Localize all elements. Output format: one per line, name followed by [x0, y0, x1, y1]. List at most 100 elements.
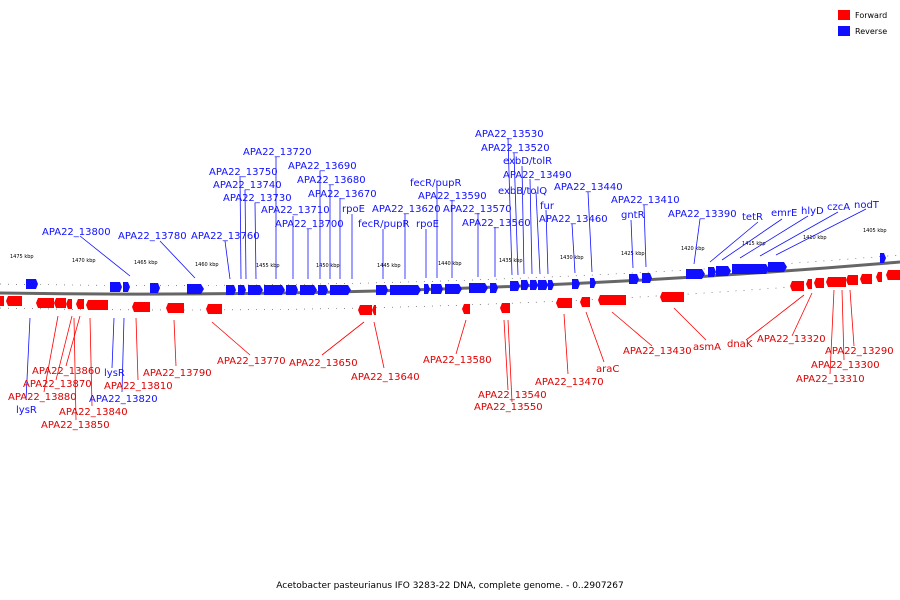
gene-arrow[interactable] [358, 305, 372, 315]
gene-arrow[interactable] [300, 285, 317, 295]
gene-arrow[interactable] [86, 300, 108, 310]
gene-label[interactable]: asmA [693, 342, 721, 353]
gene-label[interactable]: APA22_13320 [757, 334, 826, 345]
gene-label[interactable]: nodT [854, 200, 880, 211]
gene-label[interactable]: tetR [742, 212, 763, 223]
gene-arrow[interactable] [166, 303, 184, 313]
gene-label[interactable]: APA22_13680 [297, 175, 366, 186]
gene-label[interactable]: APA22_13300 [811, 360, 880, 371]
gene-arrow[interactable] [431, 284, 443, 294]
gene-label[interactable]: APA22_13620 [372, 204, 441, 215]
gene-label[interactable]: APA22_13700 [275, 219, 344, 230]
gene-arrow[interactable] [206, 304, 222, 314]
gene-label[interactable]: gntR [621, 210, 645, 221]
gene-label[interactable]: APA22_13780 [118, 231, 187, 242]
gene-arrow[interactable] [708, 267, 716, 277]
gene-label[interactable]: APA22_13390 [668, 209, 737, 220]
gene-arrow[interactable] [150, 283, 160, 293]
gene-arrow[interactable] [187, 284, 204, 294]
gene-arrow[interactable] [521, 280, 529, 290]
gene-arrow[interactable] [238, 285, 246, 295]
gene-label[interactable]: fecR/pupR [410, 178, 462, 189]
gene-arrow[interactable] [660, 292, 684, 302]
gene-arrow[interactable] [732, 264, 769, 274]
gene-label[interactable]: APA22_13580 [423, 355, 492, 366]
gene-label[interactable]: APA22_13590 [418, 191, 487, 202]
gene-label[interactable]: araC [596, 364, 619, 375]
gene-arrow[interactable] [572, 279, 580, 289]
gene-label[interactable]: czcA [827, 202, 850, 213]
gene-arrow[interactable] [490, 283, 498, 293]
gene-label[interactable]: APA22_13540 [478, 390, 547, 401]
gene-label[interactable]: APA22_13880 [8, 392, 77, 403]
gene-arrow[interactable] [806, 279, 812, 289]
gene-label[interactable]: APA22_13790 [143, 368, 212, 379]
gene-label[interactable]: lysR [16, 405, 37, 416]
gene-arrow[interactable] [66, 299, 72, 309]
gene-arrow[interactable] [538, 280, 548, 290]
gene-arrow[interactable] [445, 284, 462, 294]
gene-label[interactable]: APA22_13460 [539, 214, 608, 225]
gene-label[interactable]: APA22_13560 [462, 218, 531, 229]
gene-arrow[interactable] [110, 282, 122, 292]
gene-arrow[interactable] [390, 285, 421, 295]
gene-label[interactable]: APA22_13720 [243, 147, 312, 158]
gene-arrow[interactable] [462, 304, 470, 314]
gene-label[interactable]: APA22_13290 [825, 346, 894, 357]
gene-arrow[interactable] [860, 274, 872, 284]
gene-arrow[interactable] [226, 285, 236, 295]
gene-arrow[interactable] [26, 279, 38, 289]
gene-label[interactable]: fur [540, 201, 555, 212]
gene-arrow[interactable] [123, 282, 130, 292]
gene-arrow[interactable] [54, 298, 66, 308]
gene-label[interactable]: APA22_13770 [217, 356, 286, 367]
gene-arrow[interactable] [580, 297, 590, 307]
gene-label[interactable]: dnaK [727, 339, 753, 350]
gene-label[interactable]: APA22_13440 [554, 182, 623, 193]
gene-arrow[interactable] [814, 278, 824, 288]
gene-label[interactable]: APA22_13410 [611, 195, 680, 206]
gene-arrow[interactable] [826, 277, 846, 287]
gene-label[interactable]: APA22_13840 [59, 407, 128, 418]
gene-arrow[interactable] [500, 303, 506, 313]
gene-arrow[interactable] [686, 269, 705, 279]
gene-label[interactable]: rpoE [342, 204, 365, 215]
gene-label[interactable]: APA22_13640 [351, 372, 420, 383]
gene-arrow[interactable] [376, 285, 388, 295]
gene-label[interactable]: APA22_13870 [23, 379, 92, 390]
gene-arrow[interactable] [76, 299, 84, 309]
gene-arrow[interactable] [372, 305, 376, 315]
gene-arrow[interactable] [264, 285, 285, 295]
gene-arrow[interactable] [880, 253, 886, 263]
gene-arrow[interactable] [846, 275, 858, 285]
gene-label[interactable]: APA22_13860 [32, 366, 101, 377]
gene-label[interactable]: APA22_13670 [308, 189, 377, 200]
gene-arrow[interactable] [248, 285, 263, 295]
gene-arrow[interactable] [548, 280, 554, 290]
gene-label[interactable]: APA22_13760 [191, 231, 260, 242]
gene-arrow[interactable] [6, 296, 22, 306]
gene-label[interactable]: emrE [771, 208, 797, 219]
gene-label[interactable]: APA22_13550 [474, 402, 543, 413]
gene-label[interactable]: APA22_13430 [623, 346, 692, 357]
gene-label[interactable]: exbB/tolQ [498, 186, 547, 197]
gene-label[interactable]: APA22_13820 [89, 394, 158, 405]
gene-label[interactable]: hlyD [801, 206, 824, 217]
gene-label[interactable]: APA22_13490 [503, 170, 572, 181]
gene-arrow[interactable] [530, 280, 538, 290]
gene-arrow[interactable] [132, 302, 150, 312]
gene-arrow[interactable] [590, 278, 596, 288]
gene-label[interactable]: APA22_13800 [42, 227, 111, 238]
gene-arrow[interactable] [642, 273, 652, 283]
gene-arrow[interactable] [768, 262, 787, 272]
gene-arrow[interactable] [286, 285, 298, 295]
gene-arrow[interactable] [598, 295, 626, 305]
gene-label[interactable]: lysR [104, 368, 125, 379]
gene-label[interactable]: APA22_13650 [289, 358, 358, 369]
gene-arrow[interactable] [629, 274, 639, 284]
gene-arrow[interactable] [716, 266, 731, 276]
gene-arrow[interactable] [876, 272, 882, 282]
gene-label[interactable]: fecR/pupR [358, 219, 410, 230]
gene-label[interactable]: APA22_13750 [209, 167, 278, 178]
gene-arrow[interactable] [318, 285, 328, 295]
